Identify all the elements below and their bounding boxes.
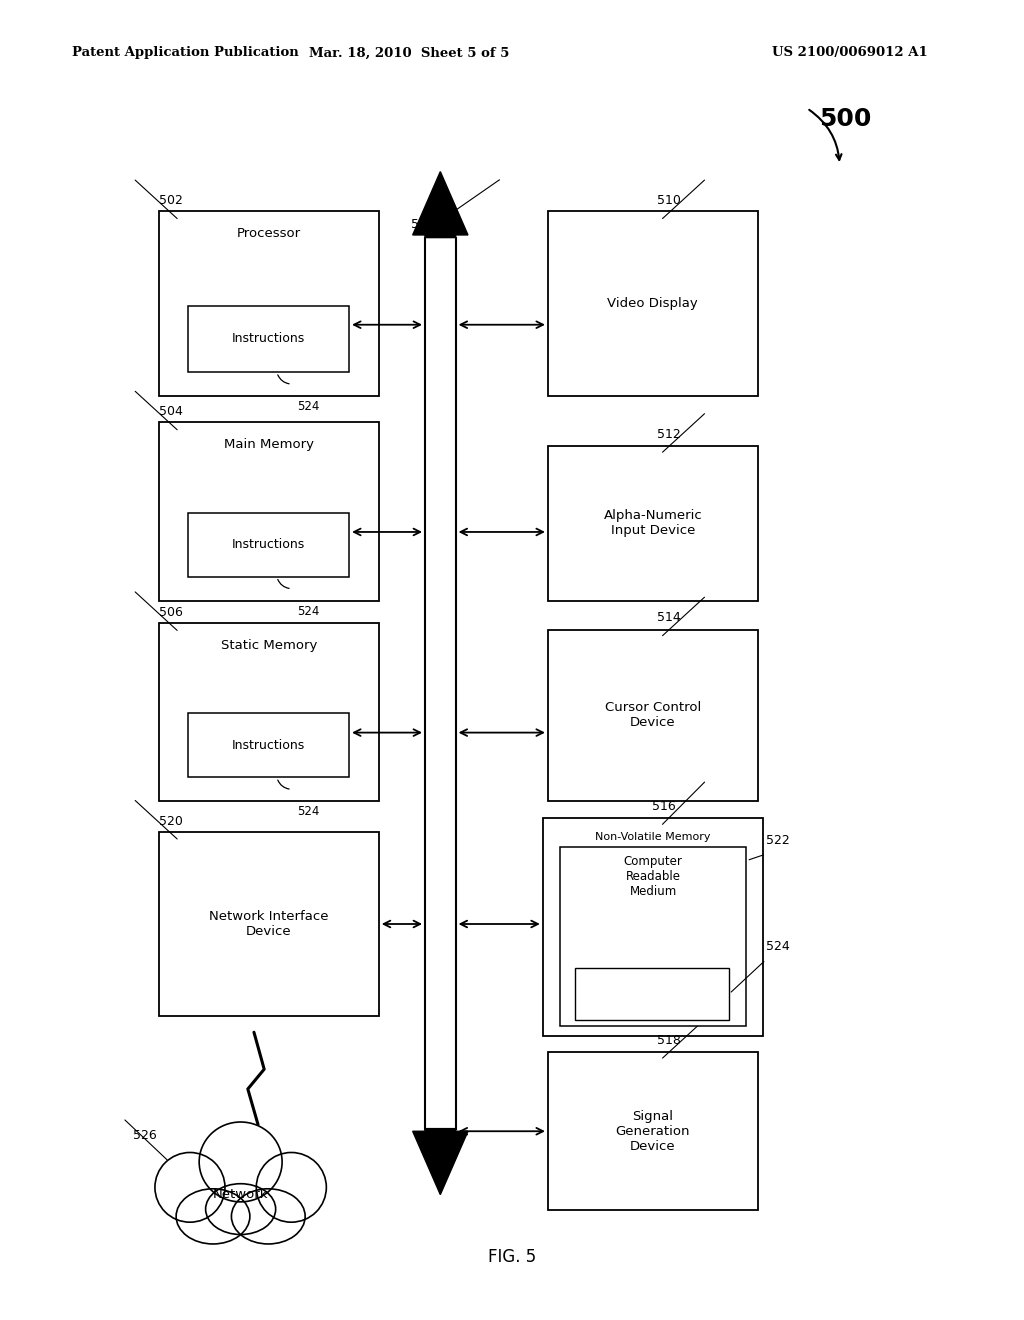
Polygon shape	[413, 1129, 468, 1195]
Text: 524: 524	[297, 605, 319, 618]
Text: 516: 516	[652, 800, 676, 813]
Text: Instructions: Instructions	[232, 539, 305, 552]
Text: Static Memory: Static Memory	[220, 639, 317, 652]
Ellipse shape	[176, 1189, 250, 1243]
Text: 526: 526	[133, 1129, 157, 1142]
Bar	[548, 630, 758, 801]
Text: 508: 508	[412, 218, 435, 231]
Text: Alpha-Numeric
Input Device: Alpha-Numeric Input Device	[603, 510, 702, 537]
Bar	[159, 422, 379, 601]
Text: Instructions: Instructions	[617, 987, 687, 1001]
Text: Cursor Control
Device: Cursor Control Device	[605, 701, 700, 730]
Text: FIG. 5: FIG. 5	[487, 1247, 537, 1266]
Text: US 2100/0069012 A1: US 2100/0069012 A1	[772, 46, 928, 59]
Text: 500: 500	[819, 107, 871, 131]
Bar	[188, 512, 349, 577]
Ellipse shape	[206, 1184, 275, 1234]
Text: 520: 520	[159, 814, 182, 828]
Text: Processor: Processor	[237, 227, 301, 240]
Text: Computer
Readable
Medium: Computer Readable Medium	[624, 855, 683, 899]
Ellipse shape	[256, 1152, 327, 1222]
Text: 506: 506	[159, 606, 182, 619]
Polygon shape	[413, 172, 468, 238]
Text: 510: 510	[657, 194, 681, 207]
Bar	[188, 306, 349, 372]
Text: Main Memory: Main Memory	[224, 438, 313, 451]
Ellipse shape	[231, 1189, 305, 1243]
Text: Instructions: Instructions	[232, 739, 305, 752]
Text: 502: 502	[159, 194, 182, 207]
Text: 514: 514	[657, 611, 681, 624]
Text: Patent Application Publication: Patent Application Publication	[72, 46, 298, 59]
Text: Network: Network	[213, 1188, 268, 1201]
Bar	[543, 818, 763, 1036]
Text: Instructions: Instructions	[232, 333, 305, 346]
Text: Network Interface
Device: Network Interface Device	[209, 909, 329, 939]
Bar	[548, 446, 758, 601]
Text: 524: 524	[766, 940, 790, 953]
Bar	[159, 211, 379, 396]
Text: 524: 524	[297, 805, 319, 818]
Bar	[159, 832, 379, 1016]
Text: 512: 512	[657, 428, 681, 441]
Text: Video Display: Video Display	[607, 297, 698, 310]
Text: Signal
Generation
Device: Signal Generation Device	[615, 1110, 690, 1152]
Bar	[159, 623, 379, 801]
Bar	[548, 1052, 758, 1210]
Ellipse shape	[199, 1122, 282, 1201]
Text: 524: 524	[297, 400, 319, 413]
Text: 518: 518	[657, 1034, 681, 1047]
Ellipse shape	[155, 1152, 225, 1222]
Text: 522: 522	[766, 834, 790, 847]
Text: 504: 504	[159, 405, 182, 418]
Bar	[575, 968, 729, 1020]
Bar	[560, 847, 746, 1026]
Text: Non-Volatile Memory: Non-Volatile Memory	[595, 832, 711, 842]
Bar	[548, 211, 758, 396]
Bar	[188, 713, 349, 777]
Text: Mar. 18, 2010  Sheet 5 of 5: Mar. 18, 2010 Sheet 5 of 5	[309, 46, 510, 59]
